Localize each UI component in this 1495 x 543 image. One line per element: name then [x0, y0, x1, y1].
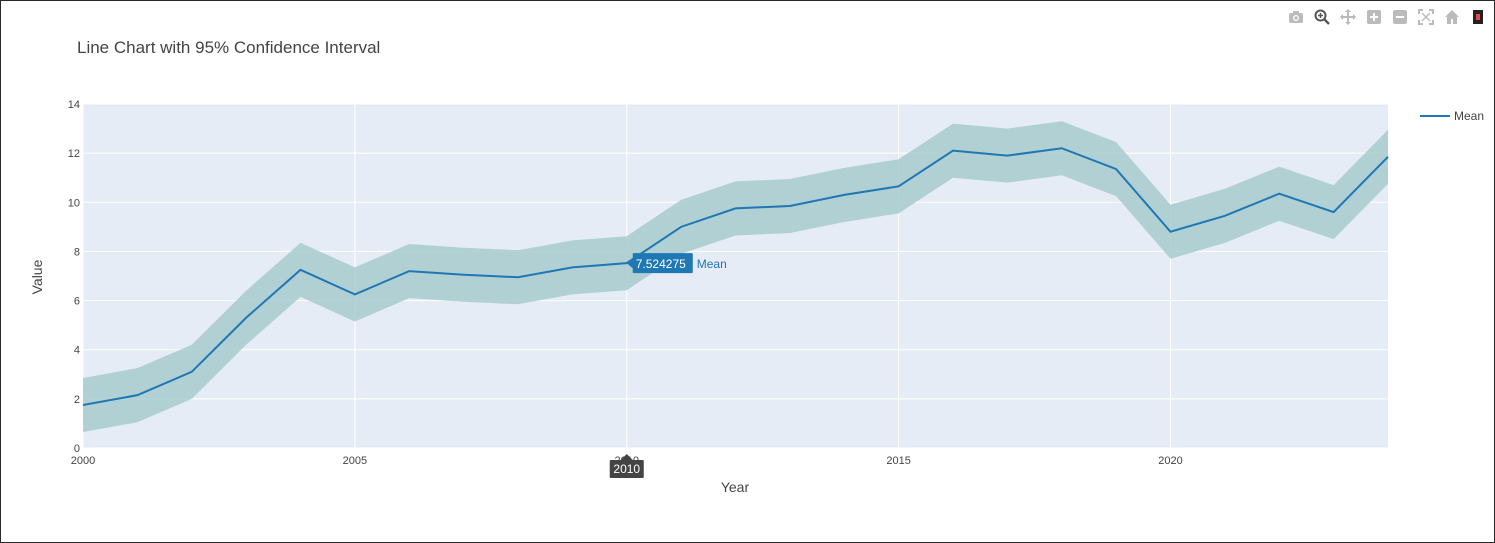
hover-series-label: Mean: [697, 257, 727, 271]
y-axis: 0 2 4 6 8 10 12 14: [68, 99, 80, 455]
hover-value-label: 7.524275: [636, 257, 686, 271]
hover-tooltip: 7.524275 Mean 2010: [609, 253, 727, 478]
mean-line[interactable]: [82, 147, 1389, 406]
y-tick-label: 14: [68, 99, 80, 111]
y-tick-label: 0: [74, 443, 80, 455]
zoom-out-icon[interactable]: [1390, 7, 1410, 27]
modebar: [1286, 7, 1488, 27]
y-tick-label: 8: [74, 246, 80, 258]
hover-value-box: [632, 253, 693, 274]
zoom-icon[interactable]: [1312, 7, 1332, 27]
zoom-in-icon[interactable]: [1364, 7, 1384, 27]
plotly-logo-icon[interactable]: [1468, 7, 1488, 27]
x-tick-label: 2000: [71, 455, 95, 467]
x-tick-label: 2020: [1158, 455, 1182, 467]
plot-area[interactable]: [82, 103, 1389, 449]
x-tick-label: 2015: [886, 455, 910, 467]
y-tick-label: 4: [74, 345, 80, 357]
x-axis: 20002005201020152020: [71, 455, 1183, 467]
home-icon[interactable]: [1442, 7, 1462, 27]
legend-label: Mean: [1454, 109, 1485, 123]
y-tick-label: 6: [74, 296, 80, 308]
y-axis-title: Value: [29, 259, 45, 294]
legend-line-swatch: [1420, 115, 1450, 117]
pan-icon[interactable]: [1338, 7, 1358, 27]
y-tick-label: 2: [74, 394, 80, 406]
hover-x-box: [609, 460, 644, 478]
confidence-band: [83, 121, 1388, 433]
y-tick-label: 12: [68, 148, 80, 160]
hover-x-arrow: [620, 454, 633, 460]
x-tick-label: 2005: [343, 455, 367, 467]
y-tick-label: 10: [68, 197, 80, 209]
camera-icon[interactable]: [1286, 7, 1306, 27]
legend-item-mean[interactable]: Mean: [1420, 109, 1484, 123]
hover-x-label: 2010: [613, 462, 640, 476]
chart-title: Line Chart with 95% Confidence Interval: [77, 38, 380, 57]
x-axis-title: Year: [721, 479, 750, 495]
hover-value-arrow: [626, 257, 634, 270]
autoscale-icon[interactable]: [1416, 7, 1436, 27]
